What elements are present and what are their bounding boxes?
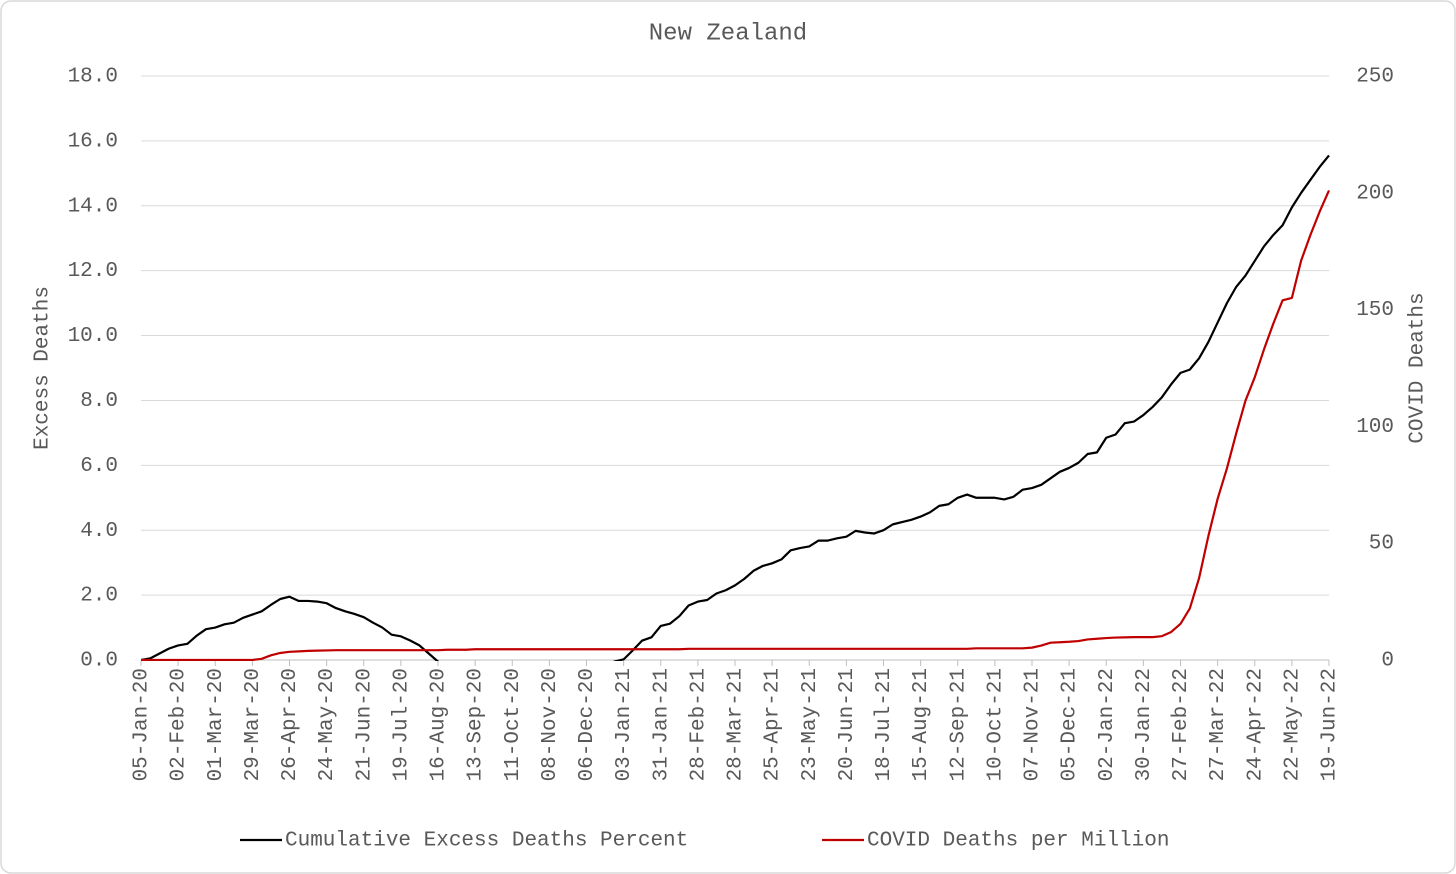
x-tick-label: 03-Jan-21 <box>613 668 636 781</box>
plot-area <box>141 154 1330 661</box>
x-tick-label: 23-May-21 <box>799 668 822 781</box>
y-tick-label: 8.0 <box>80 390 118 413</box>
x-tick-label: 16-Aug-20 <box>428 668 451 781</box>
series-line <box>141 190 1330 661</box>
x-tick-label: 12-Sep-21 <box>947 668 970 781</box>
x-tick-label: 13-Sep-20 <box>465 668 488 781</box>
x-tick-label: 31-Jan-21 <box>650 668 673 781</box>
y-tick-label: 14.0 <box>68 195 118 218</box>
series-line <box>141 154 1330 661</box>
y2-tick-label: 50 <box>1369 533 1394 556</box>
x-tick-label: 28-Mar-21 <box>725 668 748 781</box>
y-tick-label: 6.0 <box>80 455 118 478</box>
x-tick-label: 19-Jul-20 <box>390 668 413 781</box>
x-tick-label: 22-May-22 <box>1281 668 1304 781</box>
x-tick-label: 20-Jun-21 <box>836 668 859 781</box>
y2-tick-label: 150 <box>1356 299 1394 322</box>
x-tick-label: 02-Jan-22 <box>1096 668 1119 781</box>
y2-tick-label: 200 <box>1356 182 1394 205</box>
x-tick-label: 07-Nov-21 <box>1022 668 1045 781</box>
legend-label: COVID Deaths per Million <box>867 830 1169 853</box>
x-tick-label: 30-Jan-22 <box>1133 668 1156 781</box>
x-tick-label: 05-Jan-20 <box>131 668 154 781</box>
x-tick-label: 28-Feb-21 <box>687 668 710 781</box>
y-tick-label: 0.0 <box>80 650 118 673</box>
y-axis-title: Excess Deaths <box>32 286 55 450</box>
x-tick-label: 24-Apr-22 <box>1244 668 1267 781</box>
x-tick-label: 26-Apr-20 <box>279 668 302 781</box>
x-tick-label: 19-Jun-22 <box>1319 668 1342 781</box>
y2-tick-label: 250 <box>1356 66 1394 89</box>
y2-tick-label: 0 <box>1381 650 1394 673</box>
x-tick-label: 18-Jul-21 <box>873 668 896 781</box>
y-tick-label: 12.0 <box>68 260 118 283</box>
x-tick-label: 11-Oct-20 <box>502 668 525 781</box>
legend-label: Cumulative Excess Deaths Percent <box>285 830 688 853</box>
x-tick-label: 27-Feb-22 <box>1170 668 1193 781</box>
y-tick-label: 4.0 <box>80 520 118 543</box>
x-tick-label: 01-Mar-20 <box>205 668 228 781</box>
chart-title: New Zealand <box>649 20 807 47</box>
y2-tick-label: 100 <box>1356 416 1394 439</box>
y2-axis-title: COVID Deaths <box>1407 292 1430 443</box>
x-tick-label: 08-Nov-20 <box>539 668 562 781</box>
x-tick-label: 24-May-20 <box>316 668 339 781</box>
x-tick-label: 25-Apr-21 <box>762 668 785 781</box>
y-tick-label: 16.0 <box>68 130 118 153</box>
y-tick-label: 18.0 <box>68 66 118 89</box>
x-tick-label: 05-Dec-21 <box>1059 668 1082 781</box>
y-tick-label: 10.0 <box>68 325 118 348</box>
x-tick-label: 02-Feb-20 <box>168 668 191 781</box>
x-tick-label: 21-Jun-20 <box>353 668 376 781</box>
x-tick-label: 27-Mar-22 <box>1207 668 1230 781</box>
x-tick-label: 29-Mar-20 <box>242 668 265 781</box>
x-tick-label: 15-Aug-21 <box>910 668 933 781</box>
y-tick-label: 2.0 <box>80 585 118 608</box>
x-tick-label: 10-Oct-21 <box>984 668 1007 781</box>
x-tick-label: 06-Dec-20 <box>576 668 599 781</box>
